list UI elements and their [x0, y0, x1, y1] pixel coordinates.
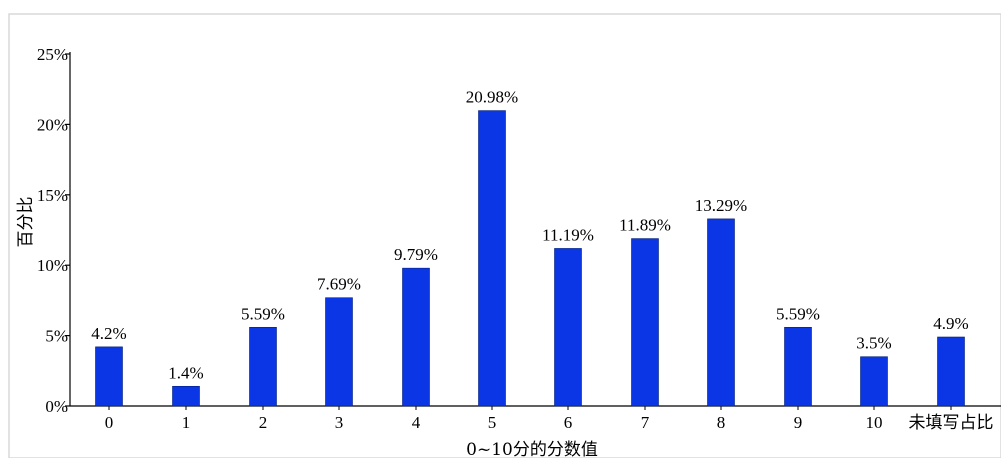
x-axis: 0 1 2 3 4 5 6 7 8 9 10 未填写占比	[70, 405, 1001, 432]
y-tick-label: 5%	[45, 327, 68, 346]
x-tick-label: 6	[564, 413, 573, 432]
x-tick-label: 8	[717, 413, 726, 432]
x-tick-label: 7	[641, 413, 650, 432]
bar	[860, 356, 888, 407]
x-tick-label: 2	[259, 413, 268, 432]
bar	[937, 336, 965, 407]
bar-series	[95, 110, 965, 407]
x-tick-label: 1	[182, 413, 191, 432]
data-label: 5.59%	[776, 304, 820, 323]
bar	[325, 297, 353, 407]
y-tick-label: 0%	[45, 397, 68, 416]
bar	[95, 346, 123, 407]
bar	[172, 385, 200, 407]
bar	[554, 248, 582, 407]
x-tick-label: 10	[866, 413, 883, 432]
bar	[478, 110, 506, 407]
data-label: 11.89%	[619, 216, 671, 235]
x-axis-title: 0~10分的分数值	[466, 440, 598, 458]
data-label: 4.9%	[933, 314, 968, 333]
x-tick-label: 4	[412, 413, 421, 432]
data-label: 13.29%	[695, 196, 747, 215]
data-label: 7.69%	[317, 275, 361, 294]
x-tick-label: 3	[335, 413, 344, 432]
y-tick-label: 20%	[37, 115, 68, 134]
data-label: 9.79%	[394, 245, 438, 264]
data-label: 5.59%	[241, 304, 285, 323]
bar	[707, 218, 735, 407]
data-label: 11.19%	[542, 225, 594, 244]
y-tick-label: 15%	[37, 186, 68, 205]
bar	[249, 326, 277, 407]
data-label: 3.5%	[856, 334, 891, 353]
x-tick-label: 9	[794, 413, 803, 432]
data-label: 4.2%	[91, 324, 126, 343]
y-tick-label: 10%	[37, 256, 68, 275]
y-axis-title: 百分比	[16, 197, 36, 248]
data-label: 1.4%	[168, 363, 203, 382]
x-tick-label: 0	[105, 413, 114, 432]
chart-frame	[8, 13, 1001, 458]
bar	[784, 326, 812, 407]
x-tick-label: 5	[488, 413, 497, 432]
y-tick-label: 25%	[37, 45, 68, 64]
data-label: 20.98%	[466, 88, 518, 107]
bar	[402, 267, 430, 407]
y-axis: 0% 5% 10% 15% 20% 25%	[37, 45, 71, 416]
data-labels: 4.2% 1.4% 5.59% 7.69% 9.79% 20.98% 11.19% 11.89…	[91, 88, 968, 383]
x-tick-label: 未填写占比	[909, 413, 994, 432]
bar	[631, 238, 659, 407]
